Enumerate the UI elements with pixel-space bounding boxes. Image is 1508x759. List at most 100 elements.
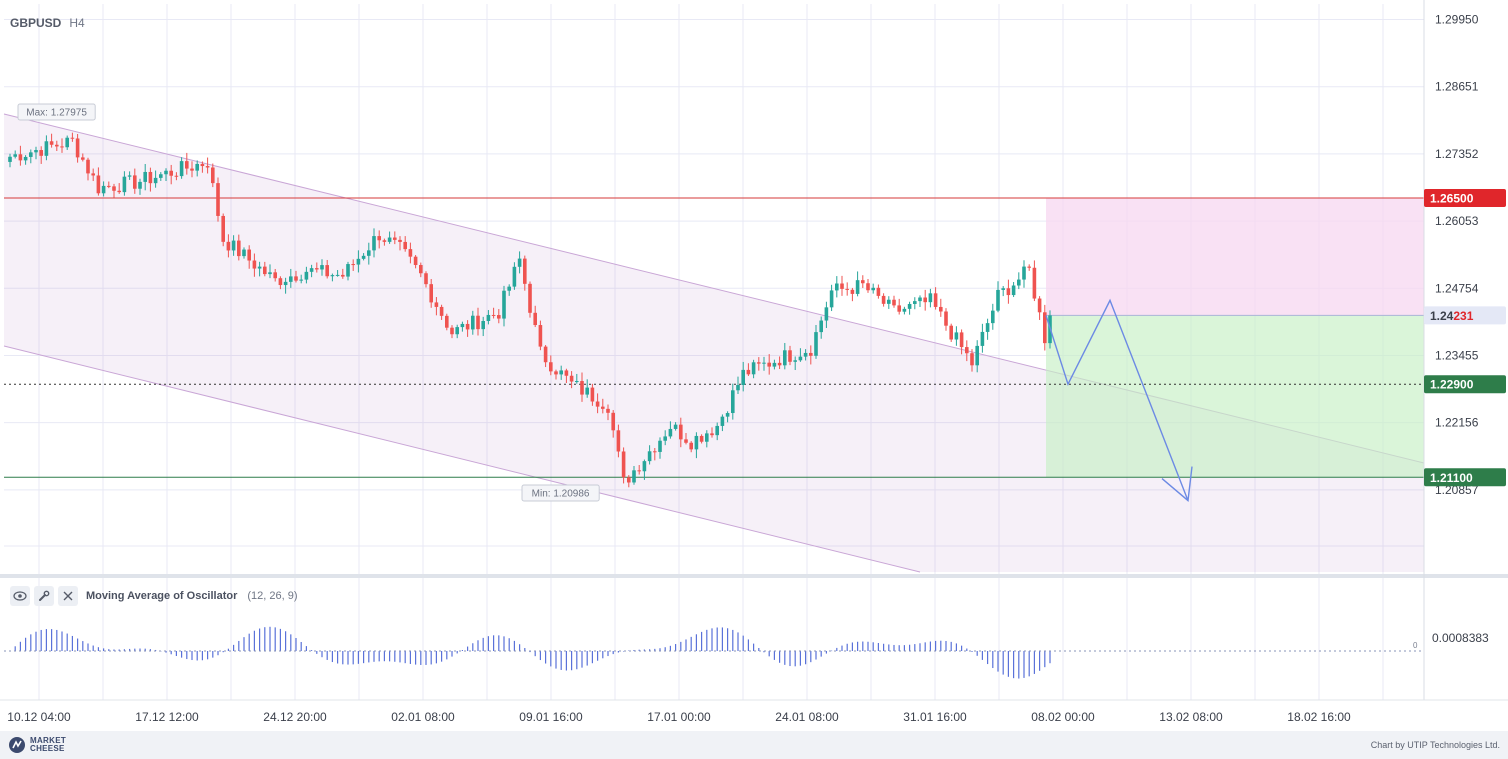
osc-bar <box>352 651 354 665</box>
candle <box>538 320 543 351</box>
candle <box>923 289 927 311</box>
osc-bar <box>732 629 734 651</box>
candle <box>819 316 823 339</box>
candle-body <box>122 176 127 193</box>
candle-body <box>985 323 990 332</box>
candle <box>970 349 974 372</box>
osc-bar <box>66 633 68 651</box>
candle-body <box>143 171 147 182</box>
osc-bar <box>716 627 718 651</box>
candle <box>133 168 137 194</box>
candle-body <box>944 311 948 326</box>
candle <box>382 238 387 246</box>
candle-body <box>970 353 974 366</box>
eye-icon[interactable] <box>10 586 30 606</box>
candle <box>689 441 693 453</box>
candle <box>465 320 470 337</box>
osc-bar <box>805 651 807 665</box>
wrench-icon[interactable] <box>34 586 54 606</box>
candle <box>949 323 953 342</box>
candle <box>606 404 610 421</box>
osc-bar <box>955 643 957 651</box>
candle-body <box>434 302 439 307</box>
candle-body <box>55 144 59 147</box>
candle <box>939 298 943 317</box>
candle-body <box>1027 266 1031 268</box>
candle-body <box>580 381 584 395</box>
candle-body <box>335 274 340 276</box>
candle-body <box>346 264 350 277</box>
tag-target-box <box>1424 468 1506 487</box>
candle-body <box>855 280 860 294</box>
candle-body <box>476 315 480 330</box>
candle-body <box>689 442 693 450</box>
osc-bar <box>61 631 63 651</box>
candle <box>772 359 777 370</box>
candle <box>933 287 938 310</box>
candle-body <box>107 185 111 187</box>
candle <box>13 150 17 159</box>
candle <box>632 466 636 485</box>
osc-bar <box>97 647 99 651</box>
osc-bar <box>529 651 531 653</box>
candle-body <box>627 477 631 483</box>
candle-body <box>606 408 610 413</box>
logo-icon <box>9 737 25 753</box>
tag-upper-text: 1.26500 <box>1430 191 1474 205</box>
candle-body <box>694 435 699 450</box>
candle-body <box>23 156 28 161</box>
forecast-arrowhead <box>1161 466 1193 502</box>
osc-bar <box>92 645 94 651</box>
candle-body <box>725 413 730 417</box>
candle <box>273 268 277 282</box>
osc-bar <box>773 651 775 660</box>
osc-bar <box>30 634 32 651</box>
osc-bar <box>337 651 339 664</box>
osc-bar <box>903 645 905 651</box>
market-cheese-logo[interactable]: MARKET CHEESE <box>8 736 66 754</box>
osc-bar <box>1049 651 1051 664</box>
osc-bar <box>857 641 859 651</box>
osc-bar <box>482 637 484 651</box>
osc-bar <box>383 651 385 662</box>
candle <box>367 242 371 265</box>
candle-body <box>169 170 173 176</box>
time-tick-label: 24.12 20:00 <box>263 710 327 724</box>
osc-bar <box>935 640 937 651</box>
candle <box>528 281 532 318</box>
candle-body <box>372 236 376 251</box>
osc-bar <box>633 649 635 651</box>
osc-bar <box>227 648 229 651</box>
close-icon[interactable] <box>58 586 78 606</box>
osc-bar <box>742 635 744 651</box>
candle <box>471 310 475 335</box>
osc-bar <box>924 642 926 651</box>
tag-entry-text: 1.22900 <box>1430 378 1474 392</box>
candle <box>96 167 101 196</box>
candle <box>673 422 678 431</box>
osc-bar <box>1028 651 1030 677</box>
candle <box>351 259 355 271</box>
candle <box>902 306 907 315</box>
osc-bar <box>628 650 630 652</box>
osc-bar <box>165 651 167 653</box>
candle-body <box>954 332 959 340</box>
osc-bar <box>841 645 843 651</box>
candle-body <box>257 266 262 269</box>
candle-body <box>975 345 979 366</box>
candle-body <box>611 412 615 431</box>
candle <box>663 430 667 446</box>
candle <box>372 228 376 258</box>
axes: 1.29950 1.28651 1.27352 1.26053 1.24754 1.234… <box>0 0 1508 724</box>
tag-entry: 1.22900 <box>1424 375 1506 394</box>
candle-body <box>486 314 491 321</box>
candlesticks <box>8 132 1052 488</box>
candle-body <box>523 258 527 284</box>
candle <box>450 325 454 339</box>
candle-body <box>866 283 870 291</box>
candle <box>309 264 314 278</box>
osc-bar <box>243 637 245 651</box>
osc-bar <box>269 626 271 651</box>
candle <box>315 262 319 273</box>
